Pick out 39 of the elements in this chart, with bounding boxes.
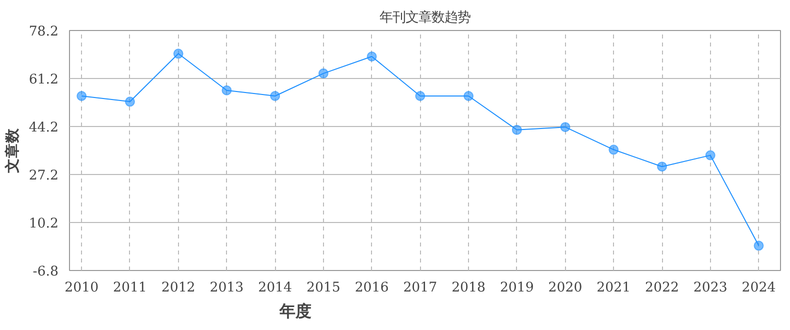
x-tick-label: 2016 [354,280,389,296]
point [657,162,667,172]
x-tick-label: 2024 [742,280,776,296]
x-tick-label: 2019 [500,280,534,296]
x-tick-label: 2017 [403,280,438,296]
x-tick-label: 2010 [64,280,99,296]
x-tick-label: 2015 [306,280,340,296]
point [366,51,377,62]
y-tick-label: 10.2 [28,216,59,232]
x-tick-label: 2020 [548,280,582,296]
point [222,85,232,96]
point [464,91,474,101]
x-tick-label: 2022 [645,280,679,296]
x-tick-label: 2021 [596,280,631,296]
x-tick-label: 2011 [113,280,147,296]
point [705,150,716,160]
point [608,144,619,155]
point [173,48,184,59]
y-axis-title: 文章数 [2,127,21,174]
point [270,91,280,101]
y-tick-label: 61.2 [28,72,59,88]
y-tick-label: -6.8 [32,264,59,280]
x-tick-label: 2013 [210,280,244,296]
y-tick-label: 44.2 [28,120,59,136]
x-axis-title: 年度 [278,302,312,320]
point [76,91,87,101]
x-tick-label: 2023 [693,280,728,296]
point [512,124,522,135]
point [754,240,764,251]
chart-title: 年刊文章数趋势 [380,10,470,26]
y-tick-label: 27.2 [28,168,59,184]
point [560,122,570,132]
x-tick-label: 2012 [161,280,196,296]
point [415,91,426,101]
point [124,96,135,107]
y-tick-label: 78.2 [28,24,59,40]
x-tick-label: 2018 [452,280,486,296]
x-tick-label: 2014 [258,280,292,296]
point [318,68,328,78]
